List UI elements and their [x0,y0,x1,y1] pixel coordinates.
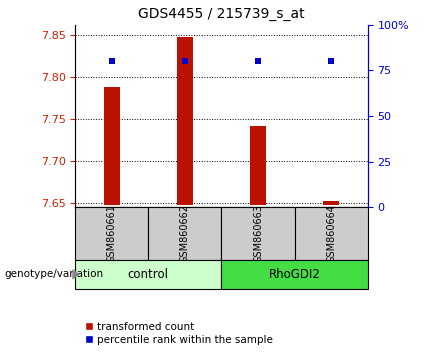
Title: GDS4455 / 215739_s_at: GDS4455 / 215739_s_at [138,7,305,21]
Text: GSM860662: GSM860662 [180,204,190,263]
Text: GSM860664: GSM860664 [326,204,336,263]
Bar [221,260,368,289]
Bar [250,126,266,205]
Bar [221,207,295,260]
Bar [75,207,148,260]
Text: control: control [128,268,169,281]
Bar [323,201,339,205]
Legend: transformed count, percentile rank within the sample: transformed count, percentile rank withi… [80,317,277,349]
Text: GSM860661: GSM860661 [107,204,117,263]
Text: genotype/variation: genotype/variation [4,269,104,279]
Bar [177,36,193,205]
Text: GSM860663: GSM860663 [253,204,263,263]
Bar [148,207,221,260]
Bar [104,87,120,205]
Text: RhoGDI2: RhoGDI2 [269,268,320,281]
Bar [75,260,221,289]
Bar [295,207,368,260]
